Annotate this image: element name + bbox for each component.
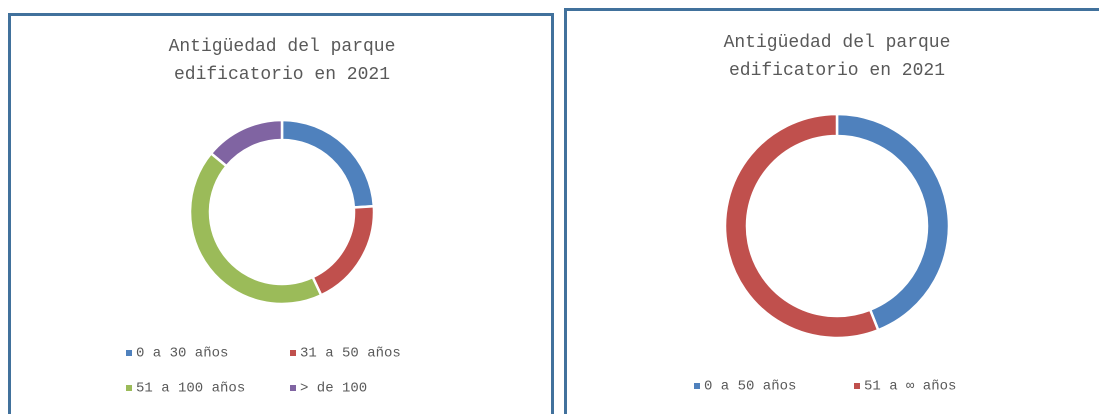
donut-segment	[209, 118, 284, 168]
panel	[8, 13, 554, 414]
legend-swatch	[126, 350, 132, 356]
legend-label: 51 a ∞ años	[864, 379, 956, 395]
chart-title: Antigüedad del parque edificatorio en 202…	[169, 37, 396, 85]
legend-swatch	[126, 385, 132, 391]
donut-segment	[723, 112, 880, 340]
legend-label: > de 100	[300, 381, 367, 397]
panel	[564, 8, 1099, 414]
legend-swatch	[290, 385, 296, 391]
legend-swatch	[290, 350, 296, 356]
legend-label: 51 a 100 años	[136, 381, 245, 397]
legend-label: 0 a 50 años	[704, 379, 796, 395]
legend-swatch	[694, 383, 700, 389]
legend-label: 31 a 50 años	[300, 346, 401, 362]
chart-title: Antigüedad del parque edificatorio en 202…	[724, 33, 951, 81]
legend-swatch	[854, 383, 860, 389]
legend-label: 0 a 30 años	[136, 346, 228, 362]
